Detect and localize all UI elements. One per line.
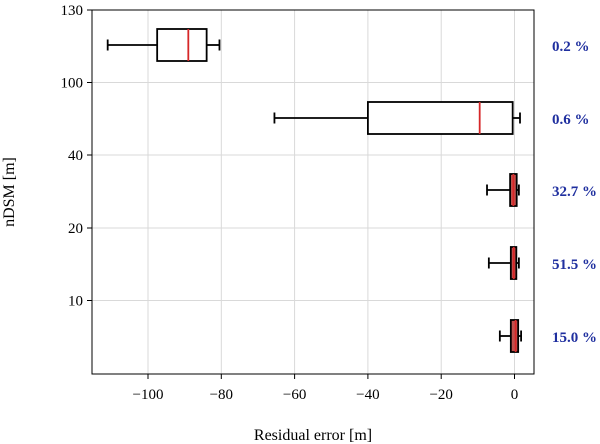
percentage-label: 51.5 % xyxy=(552,257,597,273)
y-tick-label: 10 xyxy=(68,294,83,310)
y-tick-label: 40 xyxy=(68,148,83,164)
percentage-label: 32.7 % xyxy=(552,184,597,200)
y-axis-title: nDSM [m] xyxy=(1,157,18,227)
y-tick-label: 100 xyxy=(61,76,84,92)
x-axis-title: Residual error [m] xyxy=(254,427,372,444)
x-tick-label: −20 xyxy=(429,387,452,403)
grid-layer xyxy=(92,10,534,374)
iqr-box xyxy=(366,101,514,135)
label-layer: −100 −80 −60 −40 −20 0 130 100 40 20 10 0.2 % 0.6 % 3… xyxy=(61,3,598,403)
x-tick-label: −60 xyxy=(283,387,306,403)
iqr-box xyxy=(156,28,208,62)
x-tick-label: −40 xyxy=(356,387,379,403)
x-tick-label: −100 xyxy=(133,387,164,403)
plot-frame xyxy=(91,9,535,375)
x-tick-label: −80 xyxy=(210,387,233,403)
y-tick-label: 130 xyxy=(61,3,84,19)
box-layer xyxy=(106,28,522,353)
x-tick-label: 0 xyxy=(511,387,519,403)
iqr-box xyxy=(509,319,520,353)
y-tick-label: 20 xyxy=(68,221,83,237)
percentage-label: 15.0 % xyxy=(552,330,597,346)
tick-layer xyxy=(87,9,515,379)
percentage-label: 0.6 % xyxy=(552,112,590,128)
percentage-label: 0.2 % xyxy=(552,39,590,55)
